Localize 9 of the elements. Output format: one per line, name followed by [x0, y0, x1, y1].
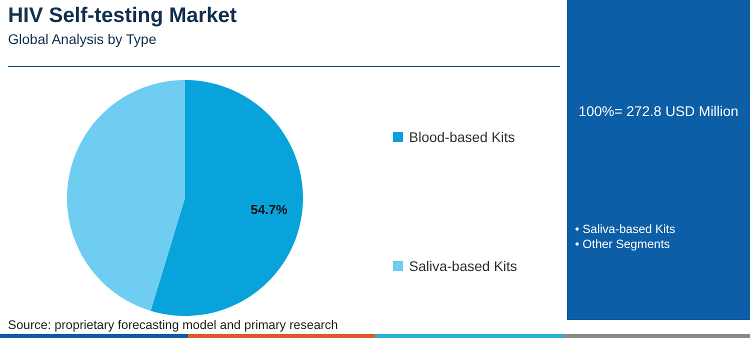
text: 100%= 272.8 USD Million	[578, 103, 740, 119]
chart-title: HIV Self-testing Market	[8, 4, 237, 28]
text: • Other Segments	[575, 237, 671, 251]
data-label: 54.7%	[250, 202, 288, 218]
legend-label: Blood-based Kits	[409, 129, 515, 145]
source-note: Source: proprietary forecasting model and primary research	[8, 318, 338, 332]
legend-label: Saliva-based Kits	[409, 258, 518, 274]
chart-subtitle: Global Analysis by Type	[8, 31, 156, 47]
text: • Saliva-based Kits	[575, 222, 676, 236]
